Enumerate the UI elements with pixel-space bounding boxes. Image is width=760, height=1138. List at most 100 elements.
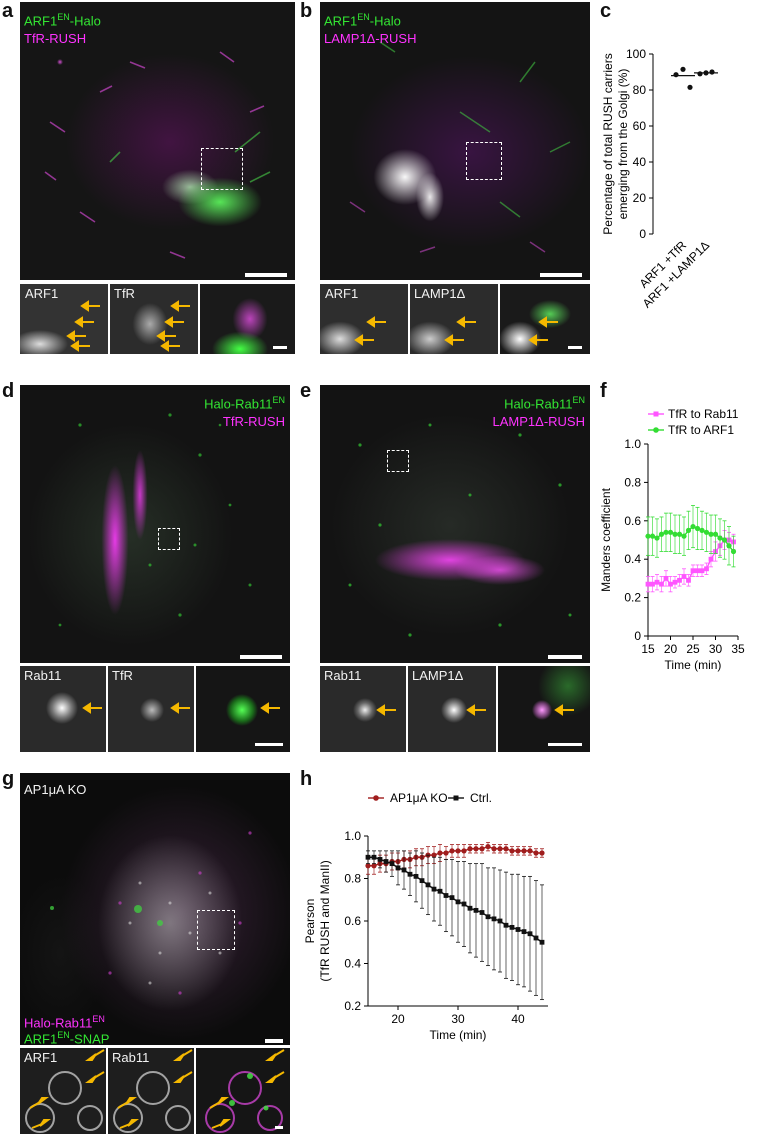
data-point [455, 848, 461, 854]
y-tick-label: 80 [633, 83, 647, 97]
panel-d-scalebar [240, 655, 282, 659]
y-tick-label: 0.6 [344, 914, 361, 928]
series-0 [645, 529, 736, 593]
data-point [686, 577, 691, 583]
data-point [654, 579, 660, 585]
data-point [721, 537, 728, 543]
y-tick-label: 40 [633, 155, 647, 169]
panel-b-image [320, 2, 590, 280]
panel-e-image [320, 385, 590, 663]
panel-g-inset-1 [20, 1048, 106, 1134]
panel-c-label: c [600, 0, 612, 22]
x-tick-label: 25 [686, 642, 700, 656]
panel-g-roi-box [197, 910, 235, 950]
data-point [479, 910, 485, 915]
y-tick-label: 0.4 [344, 957, 361, 971]
panel-f-label: f [600, 380, 607, 402]
panel-e-green-label: Halo-Rab11EN [504, 395, 585, 411]
data-point [709, 69, 715, 75]
x-axis-label: Time (min) [665, 658, 722, 672]
y-tick-label: 1.0 [344, 829, 361, 843]
data-point [365, 854, 371, 860]
panel-d-roi-box [158, 528, 180, 550]
legend-marker [373, 795, 379, 801]
data-point [539, 939, 545, 945]
data-point [658, 531, 665, 537]
panel-g-inset-network [25, 1049, 285, 1133]
y-tick-label: 0.4 [624, 552, 641, 566]
data-point [521, 848, 527, 854]
data-point [431, 886, 437, 892]
y-tick-label: 0.8 [624, 475, 641, 489]
y-tick-label: 0.8 [344, 872, 361, 886]
data-point [704, 566, 709, 572]
panel-e-green-text: Halo-Rab11 [504, 396, 573, 412]
panel-h-label: h [300, 768, 313, 790]
data-point [717, 535, 723, 541]
data-point [509, 848, 515, 854]
panel-g-inset-2 [108, 1048, 194, 1134]
data-point [685, 527, 692, 533]
panel-a-mag-label: TfR-RUSH [24, 31, 87, 46]
data-point [413, 873, 419, 879]
panel-a-inset-2 [110, 284, 198, 354]
data-point [708, 556, 714, 562]
panel-b-arrows [354, 316, 582, 349]
y-tick-label: 1.0 [624, 437, 641, 451]
panel-d-mag-label: TfR-RUSH [222, 414, 285, 429]
y-axis-label-line1: Percentage of total RUSH carriers [601, 53, 615, 234]
panel-a-green-label: ARF1EN-Halo [24, 12, 101, 28]
data-point [431, 852, 437, 858]
series-1 [645, 505, 737, 568]
data-point [395, 865, 401, 871]
data-point [473, 907, 479, 913]
data-point [461, 848, 467, 854]
data-point [521, 929, 527, 935]
data-point [497, 846, 503, 852]
panel-b-green-label: ARF1EN-Halo [324, 12, 401, 28]
data-point [509, 924, 515, 930]
data-point [708, 531, 714, 537]
x-axis-label: Time (min) [430, 1028, 487, 1042]
data-point [425, 882, 431, 888]
data-point [443, 850, 449, 856]
panel-a-arrows [66, 300, 287, 352]
legend-label: AP1μA KO [390, 791, 448, 805]
y-axis-label: Percentage of total RUSH carriersemergin… [601, 53, 630, 234]
panel-d-inset-2 [108, 666, 194, 752]
panel-b-texture [349, 41, 571, 253]
x-tick-label: 15 [641, 642, 655, 656]
panel-b-scalebar [540, 273, 582, 277]
panel-a-green-text: ARF1 [24, 13, 58, 29]
data-point [703, 529, 710, 535]
panel-d-inset-left-label: Rab11 [24, 668, 62, 683]
data-point [371, 854, 377, 860]
panel-b-inset-left-label: ARF1 [325, 286, 359, 301]
x-tick-label: 40 [511, 1012, 525, 1026]
data-point [659, 581, 664, 587]
y-axis-label: Manders coefficient [599, 487, 613, 592]
panel-e-texture [348, 423, 572, 637]
data-point [491, 916, 497, 922]
y-tick-label: 0.2 [344, 999, 361, 1013]
panel-a-green-suffix: -Halo [69, 13, 101, 29]
data-point [699, 527, 705, 533]
panel-e-arrows [376, 704, 582, 746]
data-point [697, 71, 703, 77]
panel-b-inset-2 [410, 284, 498, 354]
data-point [383, 859, 389, 864]
data-point [672, 579, 678, 585]
data-point [419, 878, 425, 884]
data-point [527, 931, 533, 937]
data-point [515, 927, 521, 932]
legend-label: TfR to ARF1 [668, 423, 734, 437]
x-tick-label: 20 [391, 1012, 405, 1026]
panel-a-label: a [2, 0, 14, 22]
data-point [730, 548, 737, 555]
y-tick-label: 0.6 [624, 514, 641, 528]
data-point [503, 922, 509, 928]
panel-a-inset-mid-label: TfR [114, 286, 135, 301]
panel-b-green-suffix: -Halo [369, 13, 401, 29]
panel-g-inset-3 [196, 1048, 290, 1134]
panel-g-mag-label: Halo-Rab11EN [24, 1014, 105, 1030]
